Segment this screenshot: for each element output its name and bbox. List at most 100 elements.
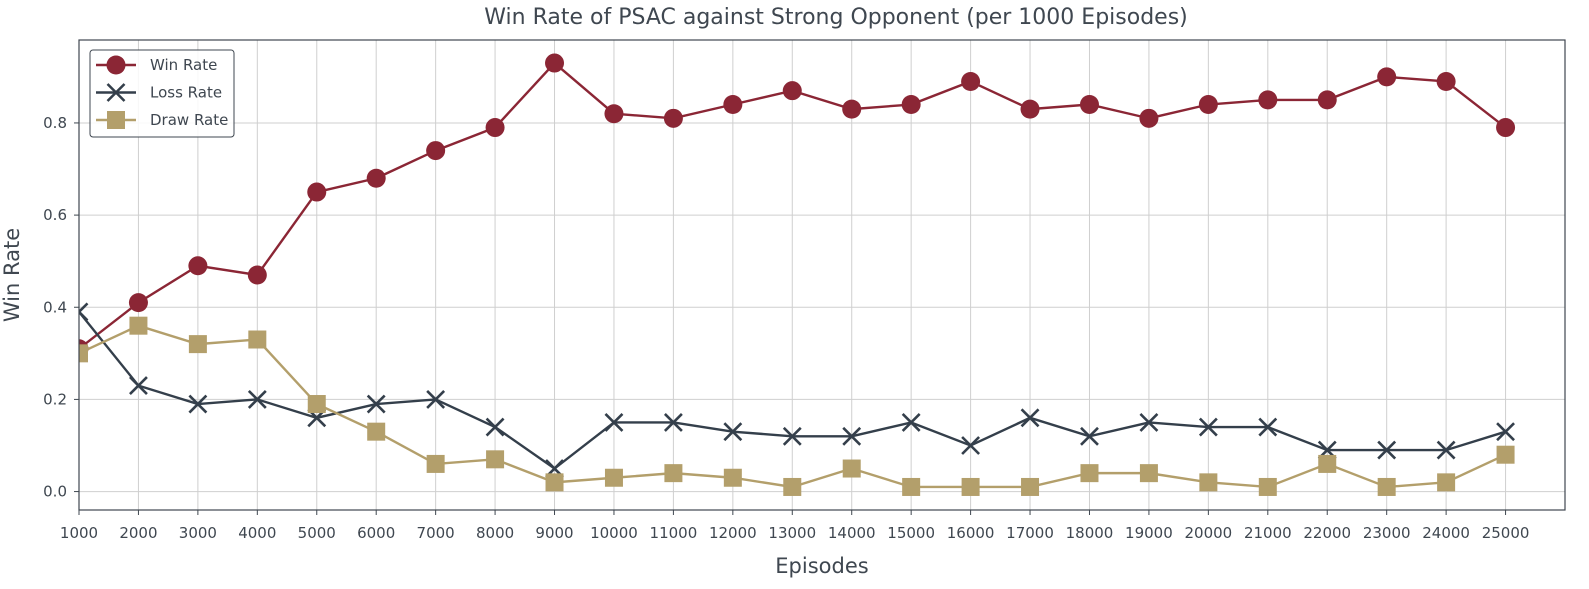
data-point: [129, 376, 148, 396]
legend-marker: [106, 55, 126, 75]
x-tick-label: 15000: [887, 524, 935, 542]
x-marker-stroke: [961, 436, 981, 455]
series-layer: [79, 53, 1516, 496]
legend-label: Win Rate: [150, 56, 217, 74]
data-point: [188, 335, 207, 354]
x-marker-stroke: [1139, 413, 1159, 432]
data-point: [426, 141, 446, 161]
x-tick-label: 8000: [476, 524, 514, 542]
x-tick-label: 3000: [179, 524, 217, 542]
x-marker-stroke: [1496, 422, 1515, 442]
data-point: [783, 477, 802, 496]
data-point: [366, 168, 386, 188]
x-tick-label: 14000: [828, 524, 876, 542]
y-tick-label: 0.2: [43, 390, 67, 408]
x-marker-stroke: [366, 394, 386, 414]
x-tick-label: 23000: [1363, 524, 1411, 542]
x-tick-label: 2000: [119, 524, 157, 542]
data-point: [1317, 90, 1337, 110]
data-point: [188, 394, 208, 414]
data-point: [426, 389, 446, 409]
data-point: [1258, 90, 1278, 110]
x-marker-stroke: [1377, 440, 1397, 460]
data-point: [486, 450, 505, 469]
x-marker-stroke: [1436, 440, 1456, 460]
legend-entry: Loss Rate: [96, 83, 222, 102]
data-point: [1377, 477, 1396, 496]
x-tick-label: 25000: [1482, 524, 1530, 542]
x-axis-label: Episodes: [775, 554, 868, 578]
x-marker-stroke: [247, 389, 267, 409]
data-point: [1377, 440, 1397, 460]
data-point: [188, 256, 208, 276]
data-point: [485, 118, 505, 138]
data-point: [1020, 408, 1040, 428]
data-point: [842, 459, 861, 478]
y-tick-label: 0.0: [43, 483, 67, 501]
x-marker-stroke: [723, 422, 743, 442]
data-point: [426, 454, 445, 473]
data-point: [545, 53, 565, 73]
data-point: [307, 395, 326, 414]
data-point: [782, 81, 802, 101]
data-point: [1496, 422, 1515, 442]
data-point: [1080, 464, 1099, 483]
x-marker-stroke: [1198, 417, 1218, 437]
x-tick-label: 5000: [298, 524, 336, 542]
x-marker-stroke: [1258, 417, 1278, 437]
data-point: [1079, 95, 1099, 115]
x-tick-label: 24000: [1422, 524, 1470, 542]
data-point: [1258, 477, 1277, 496]
data-point: [1496, 118, 1516, 138]
x-tick-label: 6000: [357, 524, 395, 542]
y-tick-label: 0.8: [43, 114, 67, 132]
x-tick-label: 22000: [1303, 524, 1351, 542]
data-point: [723, 95, 743, 115]
data-point: [366, 394, 386, 414]
data-point: [961, 436, 981, 455]
data-point: [782, 426, 802, 446]
data-point: [1437, 473, 1456, 492]
data-point: [664, 464, 683, 483]
data-point: [1318, 454, 1337, 473]
x-marker-stroke: [485, 417, 505, 437]
x-marker-stroke: [426, 389, 446, 409]
data-point: [723, 468, 742, 487]
data-point: [307, 182, 327, 202]
data-point: [901, 95, 921, 115]
x-marker-stroke: [901, 413, 921, 432]
x-marker-stroke: [188, 394, 208, 414]
x-tick-label: 19000: [1125, 524, 1173, 542]
x-tick-label: 4000: [238, 524, 276, 542]
x-marker-stroke: [1020, 408, 1040, 428]
data-point: [1021, 477, 1040, 496]
data-point: [1258, 417, 1278, 437]
data-point: [248, 330, 267, 349]
chart-title: Win Rate of PSAC against Strong Opponent…: [484, 5, 1187, 30]
data-point: [247, 265, 267, 285]
x-marker-stroke: [129, 376, 148, 396]
data-point: [1198, 417, 1218, 437]
series-loss-rate: [79, 302, 1515, 478]
data-point: [901, 413, 921, 432]
x-tick-label: 12000: [709, 524, 757, 542]
data-point: [1139, 464, 1158, 483]
data-point: [1436, 440, 1456, 460]
data-point: [128, 293, 148, 313]
data-point: [961, 477, 980, 496]
x-marker-stroke: [663, 413, 683, 432]
data-point: [129, 316, 148, 335]
legend-marker: [107, 111, 125, 129]
data-point: [1139, 108, 1159, 128]
legend-entry: Win Rate: [96, 55, 217, 75]
legend-box: [89, 49, 235, 138]
data-point: [1199, 473, 1218, 492]
data-point: [1496, 445, 1515, 464]
plot-area: [78, 39, 1566, 511]
data-point: [663, 413, 683, 432]
x-tick-label: 17000: [1006, 524, 1054, 542]
legend: Win Rate Loss Rate Draw Rate: [89, 49, 235, 138]
x-tick-label: 13000: [768, 524, 816, 542]
x-marker-stroke: [79, 302, 89, 314]
data-point: [604, 104, 624, 124]
